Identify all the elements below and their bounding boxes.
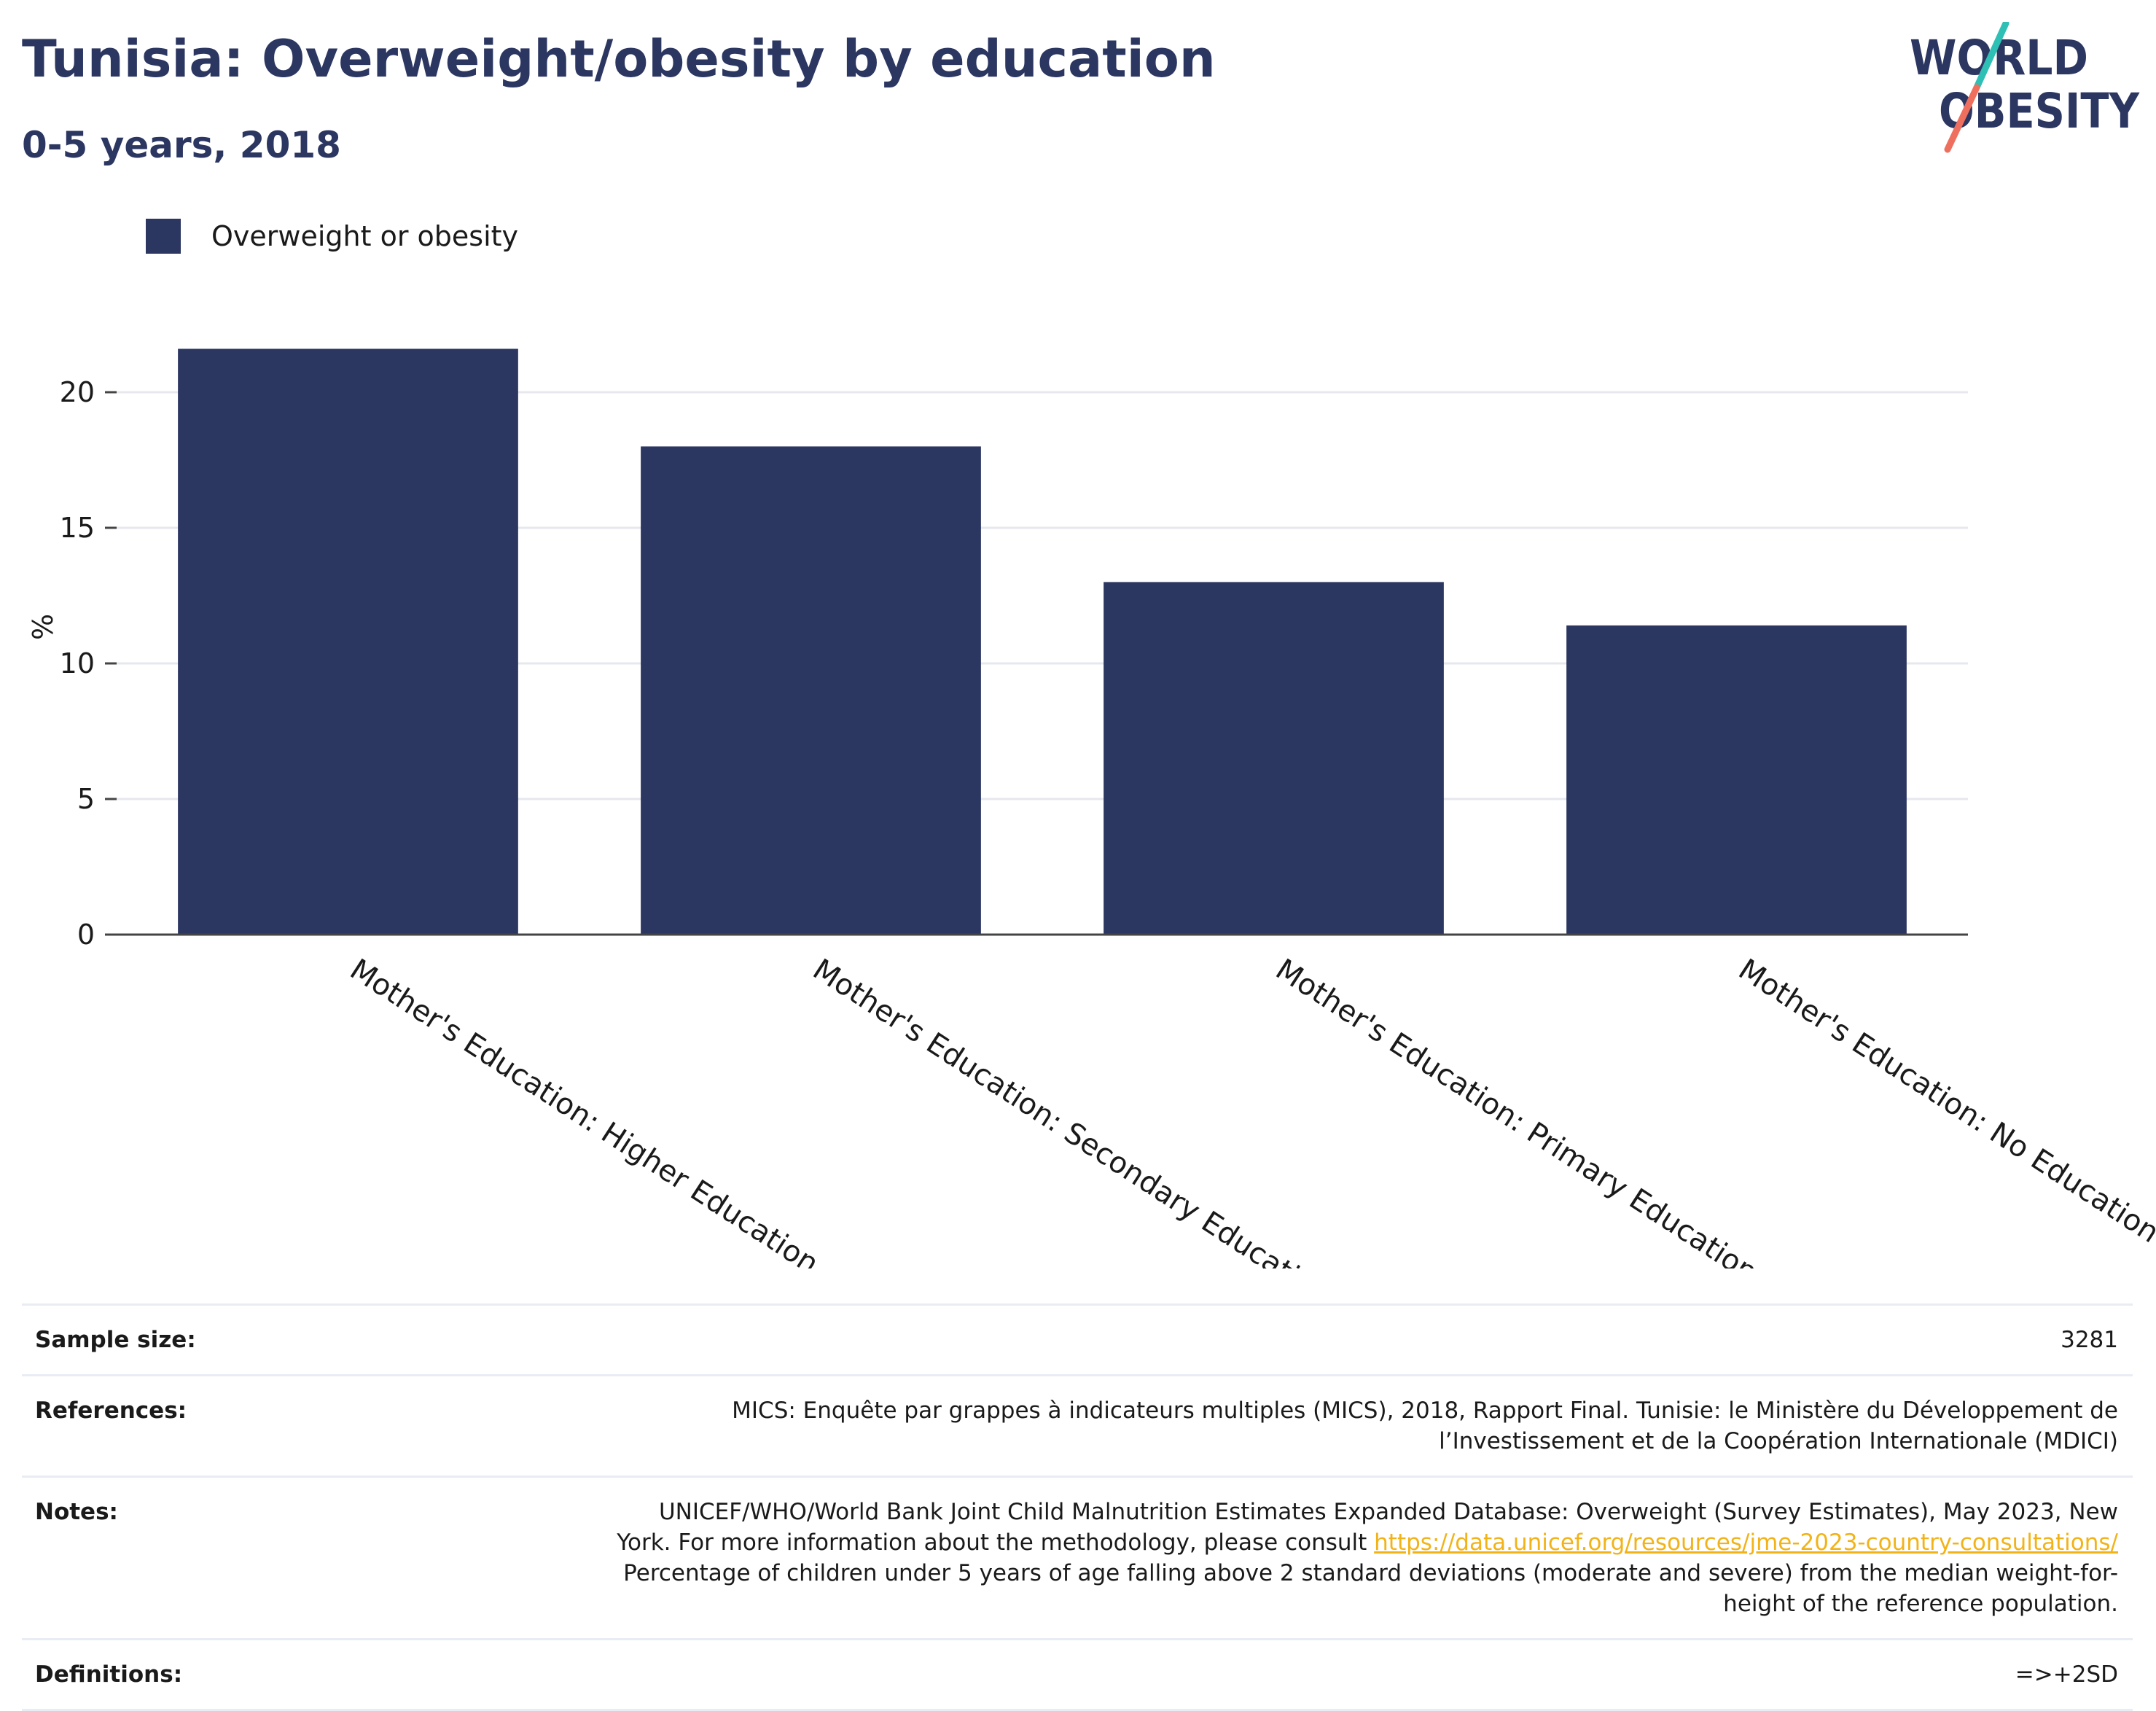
notes-row: Notes: UNICEF/WHO/World Bank Joint Child… — [22, 1476, 2133, 1638]
chart-legend: Overweight or obesity — [146, 219, 518, 254]
bar — [1566, 625, 1907, 935]
references-label: References: — [35, 1398, 187, 1424]
chart-title: Tunisia: Overweight/obesity by education — [22, 29, 1216, 89]
chart-bars — [178, 348, 1907, 935]
y-tick-label: 20 — [60, 376, 95, 408]
logo-slash-teal — [1973, 22, 2009, 91]
x-tick-label: Mother's Education: Higher Education — [344, 953, 824, 1268]
notes-value: UNICEF/WHO/World Bank Joint Child Malnut… — [602, 1497, 2118, 1619]
notes-text-before: UNICEF/WHO/World Bank Joint Child Malnut… — [617, 1499, 2118, 1556]
x-tick-label: Mother's Education: No Education — [1733, 953, 2156, 1250]
legend-label: Overweight or obesity — [211, 220, 518, 252]
y-axis-label: % — [27, 614, 59, 640]
bar — [178, 348, 518, 935]
x-tick-labels: Mother's Education: Higher EducationMoth… — [344, 953, 2156, 1268]
definitions-row: Definitions: =>+2SD — [22, 1638, 2133, 1711]
notes-label: Notes: — [35, 1499, 118, 1525]
sample-size-row: Sample size: 3281 — [22, 1303, 2133, 1374]
legend-swatch — [146, 219, 181, 254]
info-table: Sample size: 3281 References: MICS: Enqu… — [22, 1303, 2133, 1711]
bar — [641, 446, 981, 935]
methodology-link[interactable]: https://data.unicef.org/resources/jme-20… — [1374, 1529, 2118, 1556]
y-tick-label: 10 — [60, 647, 95, 679]
sample-size-label: Sample size: — [35, 1327, 196, 1353]
world-obesity-logo: WORLD OBESITY — [1910, 22, 2140, 153]
bar-chart: Overweight or obesity 0 5 10 15 20 Mother's … — [27, 219, 2156, 1268]
definitions-value: =>+2SD — [2015, 1661, 2118, 1688]
chart-subtitle: 0-5 years, 2018 — [22, 124, 341, 166]
x-tick-label: Mother's Education: Secondary Education — [807, 953, 1335, 1268]
references-row: References: MICS: Enquête par grappes à … — [22, 1374, 2133, 1476]
y-tick-label: 15 — [60, 512, 95, 544]
references-value: MICS: Enquête par grappes à indicateurs … — [732, 1398, 2118, 1454]
notes-text-after: Percentage of children under 5 years of … — [623, 1560, 2118, 1617]
bar — [1104, 582, 1444, 935]
y-tick-label: 0 — [77, 919, 95, 951]
y-tick-label: 5 — [77, 783, 95, 815]
logo-slash-coral — [1944, 84, 1980, 153]
sample-size-value: 3281 — [2061, 1327, 2118, 1353]
y-tick-labels: 0 5 10 15 20 — [60, 376, 95, 951]
x-tick-label: Mother's Education: Primary Education — [1270, 953, 1763, 1268]
definitions-label: Definitions: — [35, 1661, 183, 1688]
